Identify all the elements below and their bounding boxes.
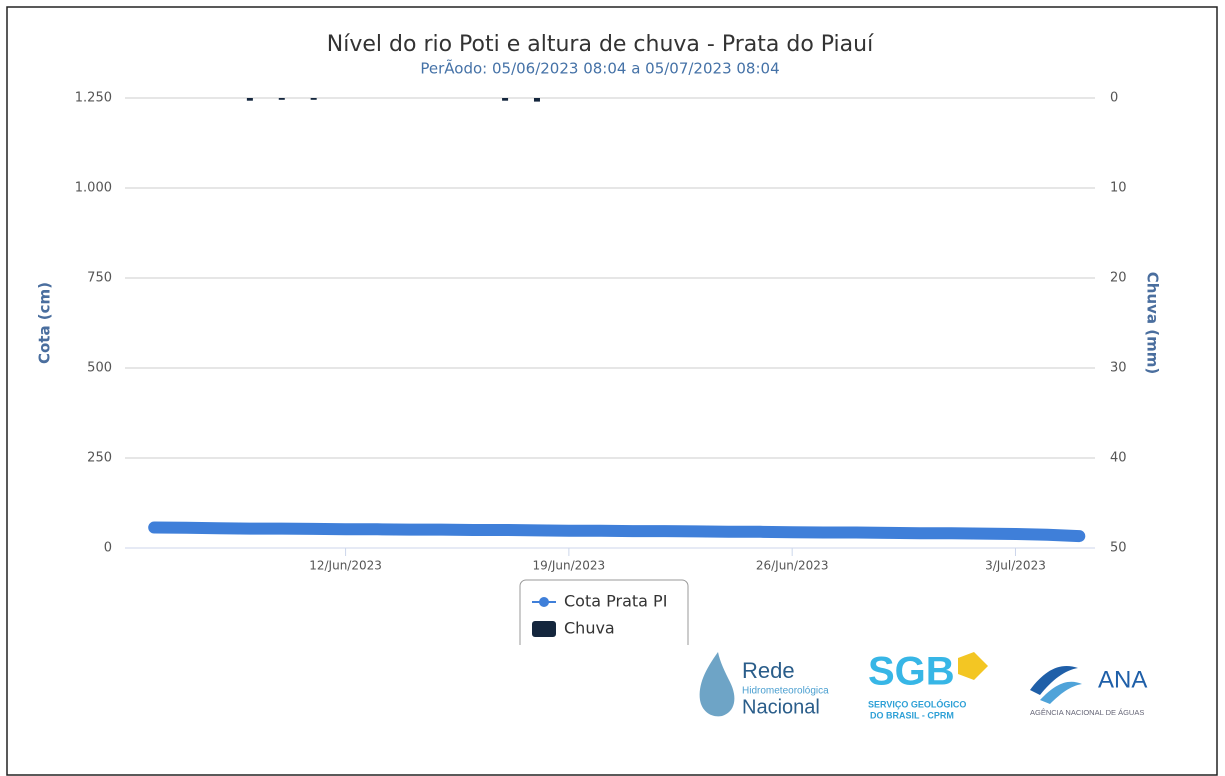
logo-wave: [1040, 681, 1082, 704]
legend-label: Chuva: [564, 619, 615, 638]
series-line: [148, 521, 1086, 543]
y2-tick-label: 40: [1110, 451, 1127, 466]
bar: [278, 98, 285, 100]
y2-axis-title: Chuva (mm): [1144, 272, 1162, 374]
logo-text: Nacional: [742, 696, 820, 718]
x-tick-label: 26/Jun/2023: [756, 559, 829, 573]
logo-text: DO BRASIL - CPRM: [870, 710, 954, 720]
legend-box: [519, 579, 689, 645]
y2-tick-label: 20: [1110, 271, 1127, 286]
legend-label: Cota Prata PI: [564, 592, 667, 611]
logo-text: AGÊNCIA NACIONAL DE ÁGUAS: [1030, 708, 1144, 717]
x-tick-label: 19/Jun/2023: [533, 559, 606, 573]
y-tick-label: 500: [87, 361, 112, 376]
logo-drop: [699, 652, 735, 717]
logo-text: Rede: [742, 658, 795, 683]
legend-symbol: [539, 597, 549, 607]
logo-text: SGB: [868, 650, 955, 694]
logo-shape: [958, 652, 988, 680]
y-tick-label: 0: [104, 541, 112, 556]
chart-subtitle: PerÃodo: 05/06/2023 08:04 a 05/07/2023 0…: [420, 59, 779, 78]
frame: [6, 6, 1218, 776]
bar: [502, 98, 509, 101]
legend-symbol: [532, 621, 556, 637]
logo-text: ANA: [1098, 666, 1147, 693]
y2-tick-label: 10: [1110, 181, 1127, 196]
y2-tick-label: 0: [1110, 91, 1118, 106]
x-tick-label: 12/Jun/2023: [309, 559, 382, 573]
y2-tick-label: 30: [1110, 361, 1127, 376]
logo-text: Hidrometeorológica: [742, 686, 829, 697]
bar: [246, 98, 253, 101]
logo-wave: [1030, 666, 1078, 695]
bar: [310, 98, 317, 100]
y-tick-label: 1.000: [75, 181, 112, 196]
y-tick-label: 250: [87, 451, 112, 466]
chart-title: Nível do rio Poti e altura de chuva - Pr…: [327, 32, 874, 57]
y2-tick-label: 50: [1110, 541, 1127, 556]
y-axis-title: Cota (cm): [36, 282, 54, 364]
logo-ana: ANA AGÊNCIA NACIONAL DE ÁGUAS: [1030, 666, 1147, 717]
x-tick-label: 3/Jul/2023: [985, 559, 1046, 573]
y-tick-label: 1.250: [75, 91, 112, 106]
y-tick-label: 750: [87, 271, 112, 286]
logo-rede: Rede Hidrometeorológica Nacional: [699, 652, 829, 718]
bar: [533, 98, 540, 102]
logo-text: SERVIÇO GEOLÓGICO: [868, 698, 966, 709]
logo-sgb: SGB SERVIÇO GEOLÓGICO DO BRASIL - CPRM: [868, 650, 988, 720]
